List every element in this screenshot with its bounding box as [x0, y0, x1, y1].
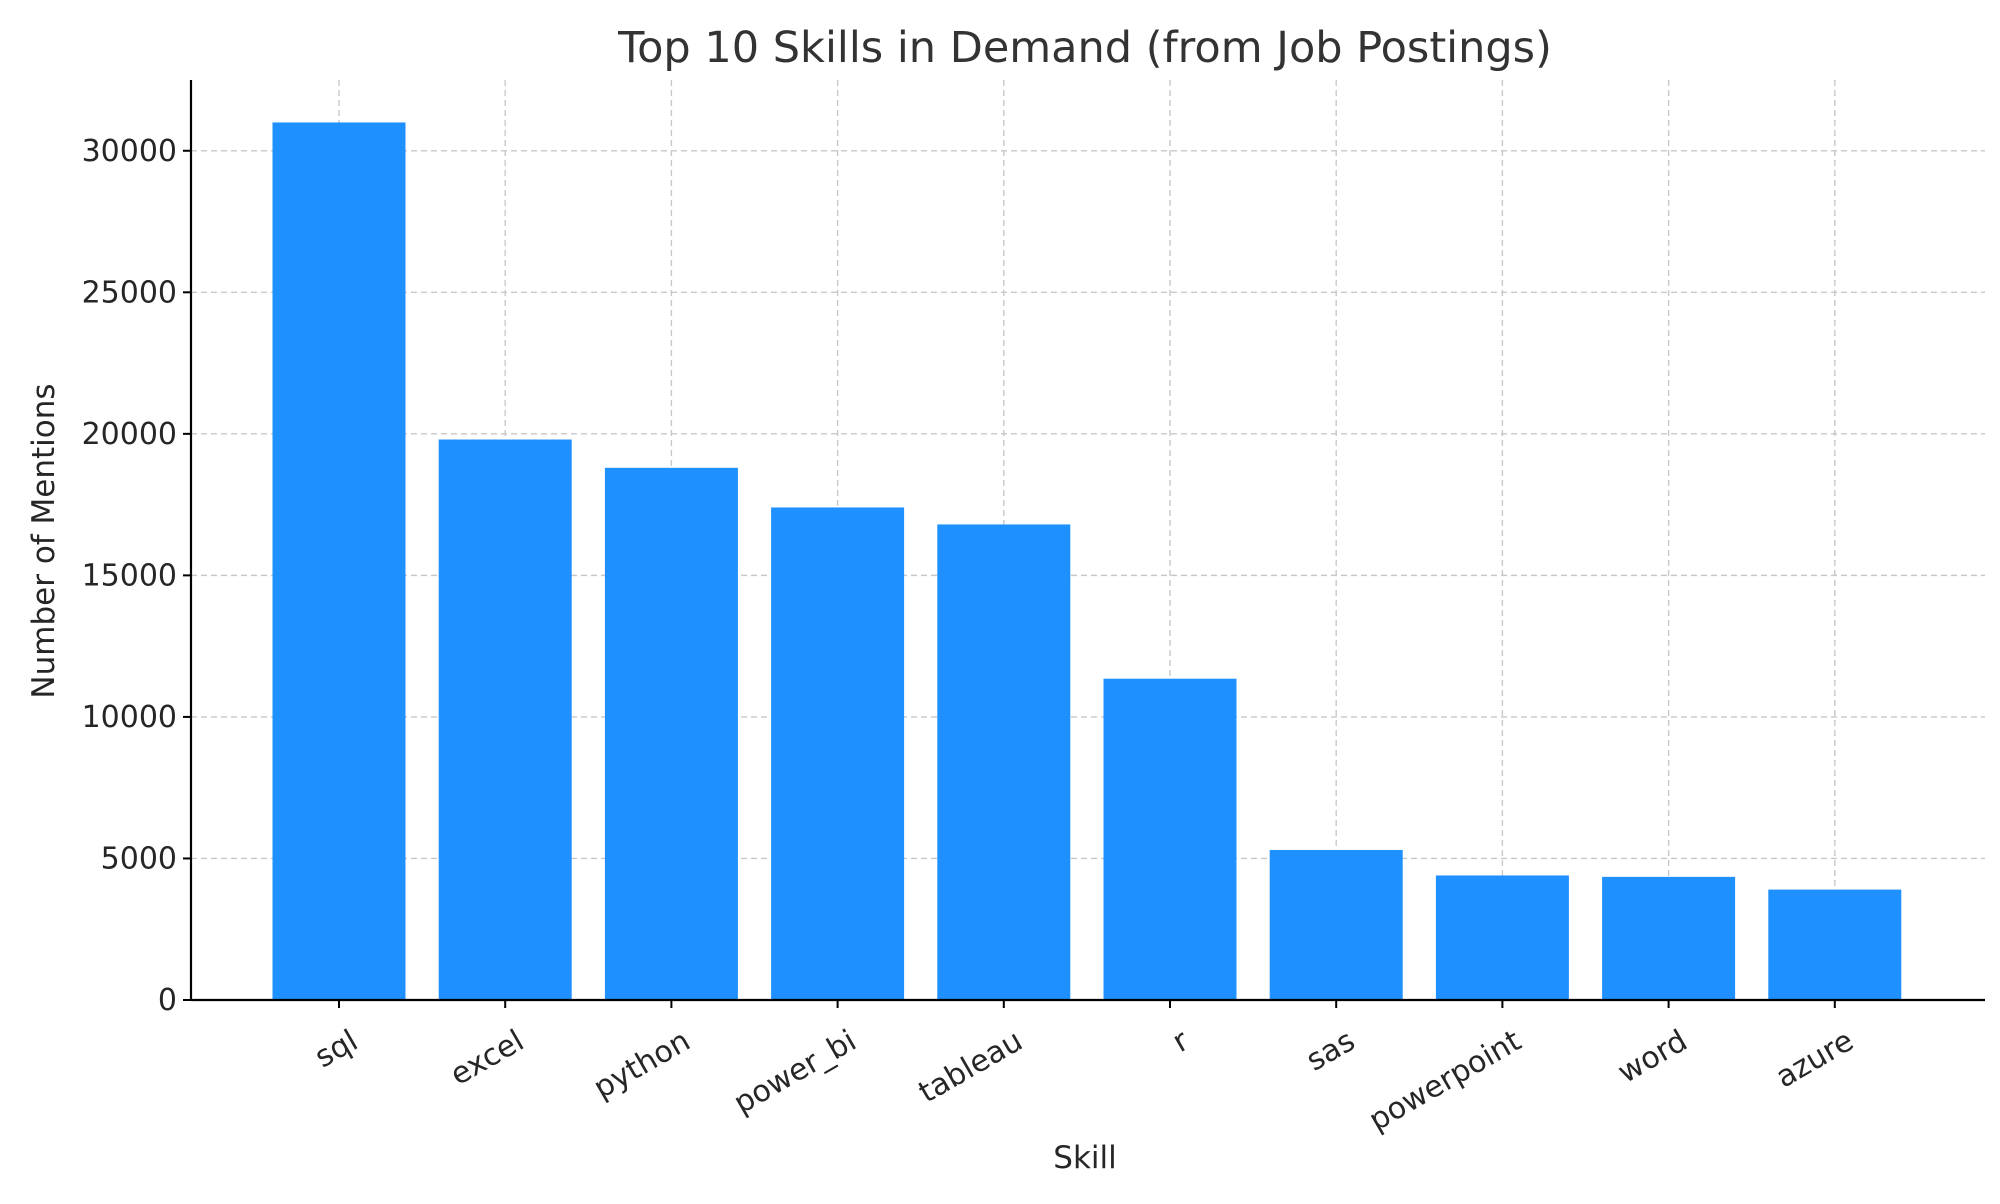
x-axis-ticks: sql excel python power_bi tableau r sas powerpo…: [309, 1000, 1860, 1138]
x-tick-label: azure: [1770, 1023, 1860, 1095]
bar-powerpoint: [1435, 875, 1569, 1000]
x-tick-label: r: [1167, 1023, 1196, 1060]
bar-word: [1602, 876, 1736, 1000]
bars: [272, 122, 1902, 1000]
bar-excel: [438, 439, 572, 1000]
x-tick-label: sas: [1300, 1023, 1361, 1078]
x-tick-label: tableau: [913, 1023, 1029, 1110]
y-axis-label: Number of Mentions: [26, 383, 62, 698]
y-tick-label: 30000: [82, 134, 177, 169]
x-tick-label: sql: [309, 1023, 364, 1075]
y-tick-label: 5000: [101, 841, 177, 876]
x-tick-label: power_bi: [728, 1023, 863, 1121]
y-tick-label: 20000: [82, 417, 177, 452]
bar-power-bi: [771, 507, 905, 1000]
bar-azure: [1768, 889, 1902, 1000]
y-axis-ticks: 0 5000 10000 15000 20000 25000 30000: [82, 134, 191, 1018]
bar-r: [1103, 678, 1237, 1000]
bar-sas: [1269, 849, 1403, 1000]
x-tick-label: excel: [445, 1023, 530, 1093]
bar-python: [604, 467, 738, 1000]
x-tick-label: powerpoint: [1363, 1023, 1527, 1138]
x-tick-label: python: [588, 1023, 696, 1106]
x-tick-label: word: [1612, 1023, 1693, 1090]
y-tick-label: 15000: [82, 558, 177, 593]
bar-sql: [272, 122, 406, 1000]
bar-tableau: [937, 524, 1071, 1000]
y-tick-label: 25000: [82, 275, 177, 310]
axes: [189, 80, 1985, 1002]
y-tick-label: 10000: [82, 700, 177, 735]
chart-title: Top 10 Skills in Demand (from Job Postin…: [617, 23, 1552, 73]
x-axis-label: Skill: [1053, 1140, 1116, 1176]
y-tick-label: 0: [158, 983, 177, 1018]
